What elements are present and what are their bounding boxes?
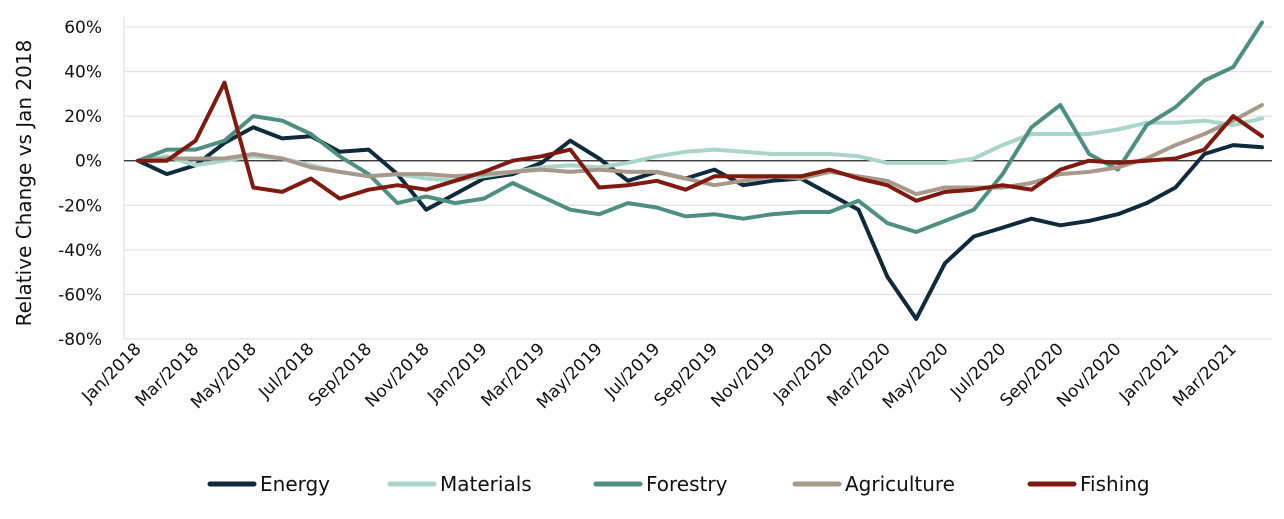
legend-label-agriculture: Agriculture [845,472,955,496]
y-tick-label: -60% [58,285,102,305]
x-tick-label: Mar/2021 [1169,339,1240,410]
x-tick-labels: Jan/2018Mar/2018May/2018Jul/2018Sep/2018… [78,339,1241,413]
legend-label-materials: Materials [440,472,532,496]
series-layer [136,20,1264,321]
legend-label-energy: Energy [260,472,330,496]
y-tick-label: 0% [75,152,102,172]
y-tick-label: -40% [58,241,102,261]
y-tick-label: 40% [64,63,102,83]
y-tick-labels: -80% -60% -40% -20% 0% 20% 40% 60% [58,18,102,350]
y-tick-label: -20% [58,196,102,216]
axis-layer [123,17,1272,339]
y-tick-label: -80% [58,330,102,350]
legend-label-fishing: Fishing [1080,472,1150,496]
y-tick-label: 60% [64,18,102,38]
series-line-forestry [136,20,1264,234]
legend-label-forestry: Forestry [646,472,728,496]
y-tick-label: 20% [64,107,102,127]
series-line-fishing [136,80,1264,203]
grid-layer [124,26,1272,340]
y-axis-label: Relative Change vs Jan 2018 [12,40,36,327]
legend: Energy Materials Forestry Agriculture Fishin… [207,472,1150,496]
